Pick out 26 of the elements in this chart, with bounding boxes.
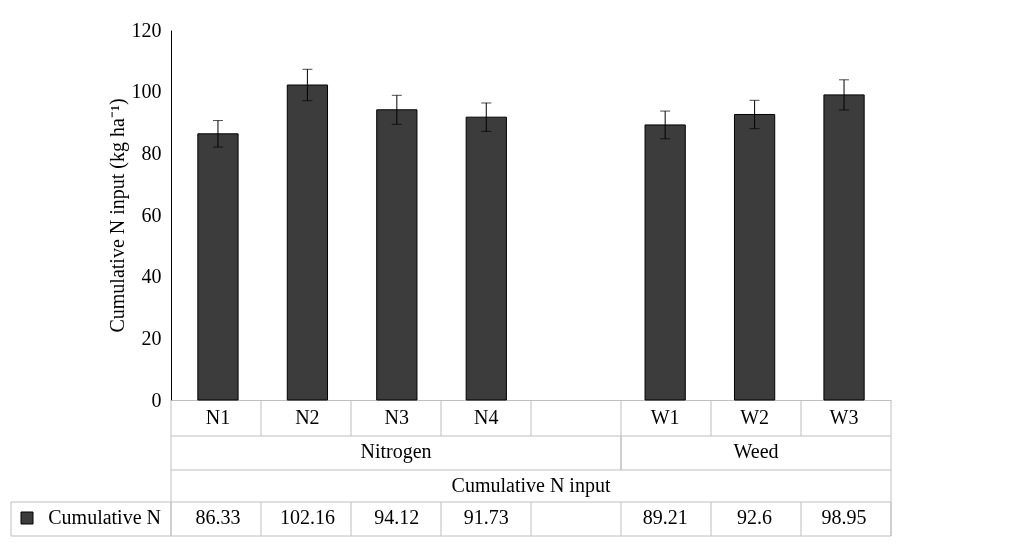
data-label: 91.73 bbox=[463, 506, 509, 528]
x-tick-label: N1 bbox=[205, 406, 231, 428]
y-tick-label: 120 bbox=[131, 18, 162, 41]
y-tick-label: 80 bbox=[141, 141, 162, 164]
y-axis-title: Cumulative N input (kg ha⁻¹) bbox=[105, 98, 129, 333]
x-tick-label: W3 bbox=[829, 406, 859, 428]
data-label: 86.33 bbox=[195, 506, 241, 528]
x-tick-label: N2 bbox=[295, 406, 320, 428]
x-tick-label: W1 bbox=[650, 406, 680, 428]
y-tick-label: 60 bbox=[141, 203, 162, 226]
y-tick-label: 0 bbox=[151, 388, 162, 411]
y-tick-label: 40 bbox=[141, 265, 162, 288]
y-tick-label: 20 bbox=[141, 326, 162, 349]
legend-label: Cumulative N bbox=[48, 506, 161, 528]
x-tick-label: N4 bbox=[474, 406, 499, 428]
y-tick-label: 100 bbox=[131, 80, 162, 103]
x-tick-label: N3 bbox=[384, 406, 410, 428]
data-label: 94.12 bbox=[374, 506, 420, 528]
data-label: 92.6 bbox=[737, 506, 773, 528]
text: Cumulative N input bbox=[451, 474, 611, 497]
data-label: 89.21 bbox=[642, 506, 688, 528]
x-tick-label: W2 bbox=[740, 406, 770, 428]
text: Nitrogen bbox=[360, 440, 432, 463]
text: Weed bbox=[733, 440, 779, 462]
data-label: 102.16 bbox=[279, 506, 335, 528]
data-label: 98.95 bbox=[821, 506, 867, 528]
